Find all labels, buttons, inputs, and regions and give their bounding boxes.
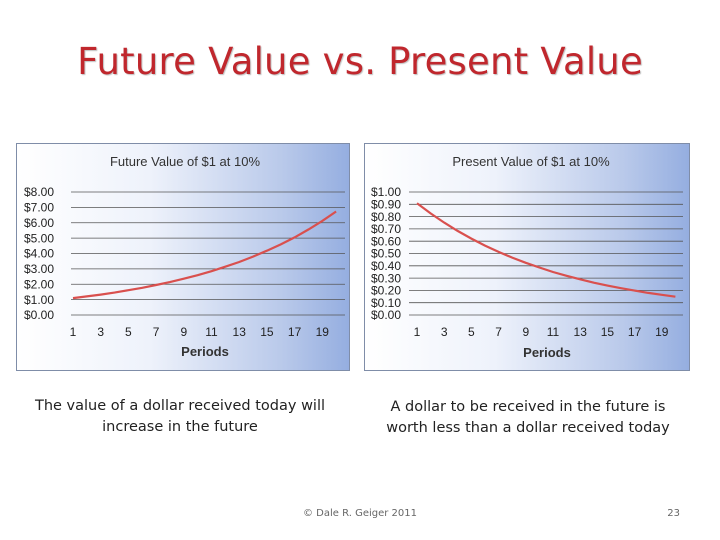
- y-tick-label: $6.00: [24, 216, 54, 230]
- x-tick-label: 7: [153, 325, 160, 339]
- x-tick-label: 9: [180, 325, 187, 339]
- x-tick-label: 11: [547, 325, 560, 339]
- y-tick-label: $0.80: [371, 210, 401, 224]
- footer-copyright: © Dale R. Geiger 2011: [303, 508, 417, 519]
- page-number: 23: [667, 508, 680, 519]
- x-tick-label: 7: [495, 325, 502, 339]
- y-tick-label: $0.00: [24, 308, 54, 322]
- y-tick-label: $0.90: [371, 198, 401, 212]
- x-tick-label: 3: [97, 325, 104, 339]
- slide-title: Future Value vs. Present Value: [77, 40, 643, 83]
- x-tick-label: 1: [414, 325, 421, 339]
- y-tick-label: $0.00: [371, 308, 401, 322]
- y-tick-label: $8.00: [24, 185, 54, 199]
- present-value-chart-svg: Present Value of $1 at 10% $1.00$0.90$0.8…: [371, 154, 683, 360]
- x-tick-label: 3: [441, 325, 448, 339]
- x-tick-label: 13: [574, 325, 588, 339]
- future-value-chart-svg: Future Value of $1 at 10% $8.00 $7.00$6.00…: [24, 154, 345, 359]
- y-tick-label: $0.40: [371, 259, 401, 273]
- y-tick-label: $0.60: [371, 234, 401, 248]
- y-tick-label: $5.00: [24, 231, 54, 245]
- x-tick-label: 17: [288, 325, 302, 339]
- y-tick-label: $1.00: [24, 293, 54, 307]
- y-tick-label: $0.70: [371, 222, 401, 236]
- x-tick-label: 19: [655, 325, 669, 339]
- y-tick-label: $4.00: [24, 247, 54, 261]
- y-tick-label: $0.30: [371, 271, 401, 285]
- x-axis-label: Periods: [523, 345, 571, 360]
- future-value-chart: Future Value of $1 at 10% $8.00 $7.00 $6.00…: [16, 143, 350, 371]
- caption-future-value: The value of a dollar received today wil…: [34, 398, 326, 435]
- x-tick-label: 5: [468, 325, 475, 339]
- x-tick-label: 15: [260, 325, 274, 339]
- x-tick-label: 1: [70, 325, 77, 339]
- y-tick-label: $0.20: [371, 284, 401, 298]
- y-tick-label: $1.00: [371, 185, 401, 199]
- x-tick-label: 17: [628, 325, 642, 339]
- x-axis-label: Periods: [181, 344, 229, 359]
- y-tick-label: $3.00: [24, 262, 54, 276]
- chart-title: Future Value of $1 at 10%: [110, 154, 261, 169]
- x-tick-label: 9: [522, 325, 529, 339]
- caption-present-value: A dollar to be received in the future is…: [386, 399, 670, 436]
- present-value-chart: Present Value of $1 at 10% $1.00 $0.90 $0.8…: [364, 143, 690, 371]
- x-tick-label: 13: [233, 325, 247, 339]
- y-tick-label: $0.50: [371, 247, 401, 261]
- series-line: [416, 202, 676, 298]
- x-tick-label: 19: [316, 325, 330, 339]
- x-tick-label: 5: [125, 325, 132, 339]
- x-tick-label: 15: [601, 325, 615, 339]
- series-line: [72, 210, 337, 300]
- y-tick-label: $0.10: [371, 296, 401, 310]
- y-tick-label: $2.00: [24, 277, 54, 291]
- y-tick-label: $7.00: [24, 201, 54, 215]
- chart-title: Present Value of $1 at 10%: [452, 154, 610, 169]
- x-tick-label: 11: [205, 325, 218, 339]
